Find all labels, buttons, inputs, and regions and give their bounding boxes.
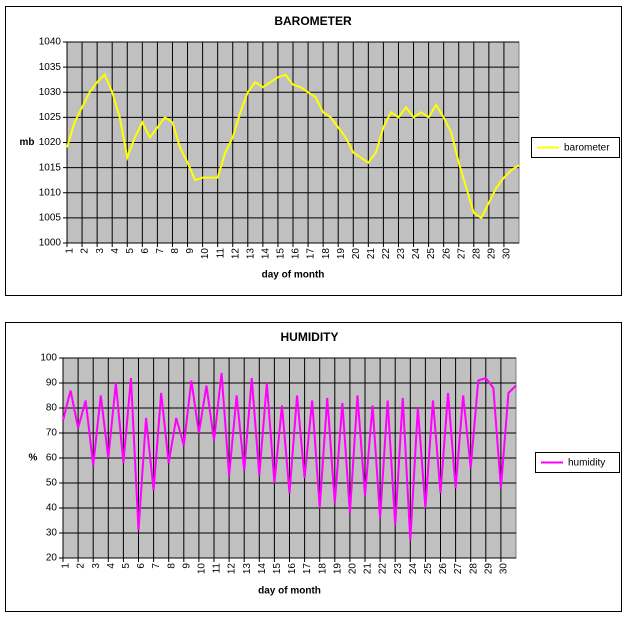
x-tick-label: 15 [276, 248, 287, 260]
x-tick-label: 7 [151, 563, 162, 569]
chart-title: HUMIDITY [281, 330, 339, 344]
y-tick-label: 40 [46, 503, 58, 514]
x-tick-label: 22 [381, 248, 392, 260]
legend-label: humidity [568, 458, 605, 469]
legend-label: barometer [564, 143, 610, 154]
y-tick-label: 1015 [39, 162, 62, 173]
legend-box [535, 452, 620, 473]
x-tick-label: 20 [348, 563, 359, 575]
x-tick-label: 9 [181, 563, 192, 569]
x-axis-label: day of month [258, 586, 321, 597]
x-tick-label: 26 [438, 563, 449, 575]
x-tick-label: 19 [336, 248, 347, 260]
x-tick-label: 2 [80, 248, 91, 254]
y-tick-label: 80 [46, 403, 58, 414]
x-tick-label: 11 [215, 248, 226, 259]
x-tick-label: 25 [426, 248, 437, 260]
x-tick-label: 13 [245, 248, 256, 260]
x-tick-label: 8 [170, 248, 181, 254]
x-tick-label: 19 [332, 563, 343, 575]
x-tick-label: 3 [91, 563, 102, 569]
x-tick-label: 16 [287, 563, 298, 575]
y-tick-label: 1030 [39, 87, 62, 98]
y-tick-label: 30 [46, 528, 58, 539]
x-tick-label: 10 [197, 563, 208, 575]
y-tick-label: 90 [46, 378, 58, 389]
x-tick-label: 10 [200, 248, 211, 260]
x-tick-label: 26 [441, 248, 452, 260]
x-tick-label: 17 [306, 248, 317, 260]
legend-box [531, 137, 620, 158]
x-tick-label: 13 [242, 563, 253, 575]
x-tick-label: 28 [468, 563, 479, 575]
y-tick-label: 1020 [39, 137, 62, 148]
x-tick-label: 5 [125, 248, 136, 254]
y-tick-label: 50 [46, 478, 58, 489]
x-tick-label: 20 [351, 248, 362, 260]
x-tick-label: 30 [499, 563, 510, 575]
y-tick-label: 60 [46, 453, 58, 464]
x-tick-label: 25 [423, 563, 434, 575]
x-tick-label: 24 [411, 248, 422, 260]
x-tick-label: 24 [408, 563, 419, 575]
x-tick-label: 6 [140, 248, 151, 254]
y-tick-label: 20 [46, 553, 58, 564]
x-tick-label: 11 [212, 563, 223, 574]
x-tick-label: 12 [230, 248, 241, 260]
x-tick-label: 3 [95, 248, 106, 254]
x-tick-label: 23 [396, 248, 407, 260]
x-tick-label: 17 [302, 563, 313, 575]
y-tick-label: 1005 [39, 213, 62, 224]
x-tick-label: 27 [453, 563, 464, 575]
y-tick-label: 1000 [39, 238, 62, 249]
x-tick-label: 2 [76, 563, 87, 569]
x-tick-label: 7 [155, 248, 166, 254]
y-axis-label: % [29, 453, 38, 464]
x-tick-label: 22 [378, 563, 389, 575]
x-tick-label: 30 [502, 248, 513, 260]
x-tick-label: 8 [166, 563, 177, 569]
x-tick-label: 23 [393, 563, 404, 575]
x-tick-label: 27 [456, 248, 467, 260]
x-axis-label: day of month [262, 270, 325, 281]
x-tick-label: 18 [321, 248, 332, 260]
x-tick-label: 28 [471, 248, 482, 260]
x-tick-label: 12 [227, 563, 238, 575]
x-tick-label: 1 [61, 563, 72, 569]
x-tick-label: 21 [366, 248, 377, 260]
y-axis-label: mb [20, 137, 35, 148]
x-tick-label: 14 [257, 563, 268, 575]
line [62, 372, 517, 541]
y-tick-label: 1010 [39, 187, 62, 198]
x-tick-label: 9 [185, 248, 196, 254]
y-tick-label: 1035 [39, 62, 62, 73]
line [66, 72, 520, 220]
x-tick-label: 29 [483, 563, 494, 575]
x-tick-label: 4 [110, 248, 121, 254]
x-tick-label: 5 [121, 563, 132, 569]
y-tick-label: 1025 [39, 112, 62, 123]
x-tick-label: 6 [136, 563, 147, 569]
x-tick-label: 21 [363, 563, 374, 575]
x-tick-label: 14 [261, 248, 272, 260]
x-tick-label: 29 [487, 248, 498, 260]
x-tick-label: 16 [291, 248, 302, 260]
x-tick-label: 18 [317, 563, 328, 575]
y-tick-label: 70 [46, 428, 58, 439]
y-tick-label: 100 [40, 353, 57, 364]
x-tick-label: 4 [106, 563, 117, 569]
y-tick-label: 1040 [39, 37, 62, 48]
chart-title: BAROMETER [274, 14, 352, 28]
x-tick-label: 1 [65, 248, 76, 254]
x-tick-label: 15 [272, 563, 283, 575]
